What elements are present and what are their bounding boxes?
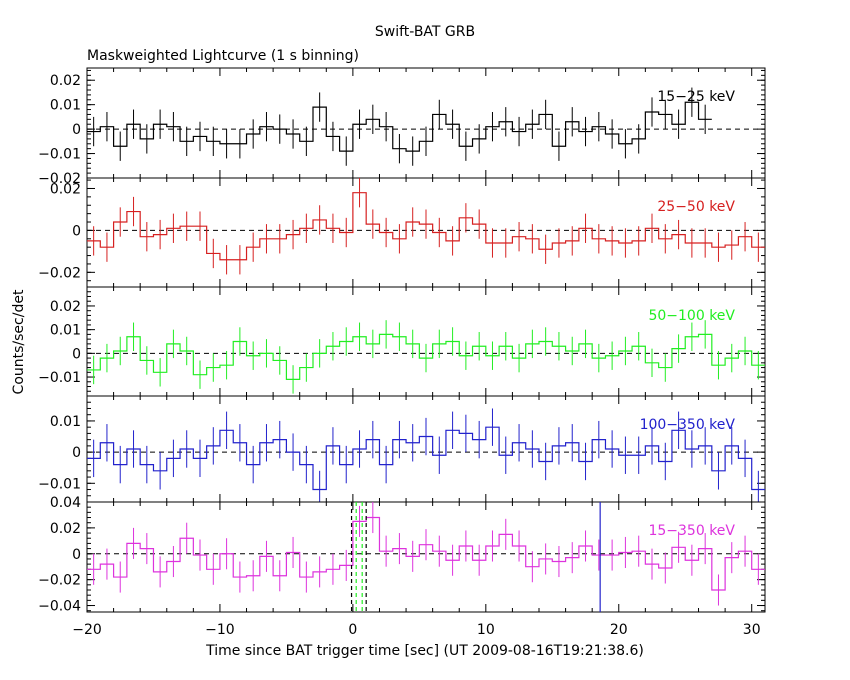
panel-50-100-kev: −0.01 0 0.01 0.02 50−100 keV [38, 286, 766, 397]
panel-15-25-kev: −0.02 −0.01 0 0.01 0.02 15−25 keV [38, 67, 766, 187]
y-tick-label: −0.02 [38, 171, 81, 187]
y-tick-label: 0 [72, 122, 81, 138]
y-tick-label: 0.02 [50, 299, 81, 315]
band-label: 100−350 keV [640, 417, 736, 433]
band-label: 15−25 keV [657, 89, 735, 105]
x-tick-label: −10 [205, 622, 235, 638]
y-tick-label: −0.01 [38, 476, 81, 492]
y-tick-label: 0 [72, 223, 81, 239]
series-group [87, 320, 765, 394]
series-group [87, 178, 765, 275]
panels-group: −0.02 −0.01 0 0.01 0.02 15−25 keV −0.02 0 0.02 25… [38, 67, 766, 638]
series-group [87, 408, 765, 502]
x-tick-label: 10 [477, 622, 495, 638]
series-group [87, 502, 765, 606]
panel-15-350-kev: −0.04 −0.02 0 0.02 0.04 15−350 keV −20 −10 0 10 20… [38, 495, 766, 638]
y-tick-label: −0.01 [38, 147, 81, 163]
series-line [87, 333, 765, 381]
y-tick-label: 0 [72, 346, 81, 362]
y-tick-label: 0 [72, 445, 81, 461]
band-label: 15−350 keV [648, 523, 735, 539]
chart-title: Swift-BAT GRB [375, 24, 475, 40]
series-group [87, 87, 712, 166]
x-tick-label: 20 [610, 622, 628, 638]
y-tick-label: 0 [72, 547, 81, 563]
panel-100-350-kev: −0.01 0 0.01 100−350 keV [38, 395, 766, 503]
panel-frame [86, 67, 766, 179]
y-tick-label: 0.02 [50, 73, 81, 89]
y-tick-label: 0.01 [50, 323, 81, 339]
y-tick-label: −0.02 [38, 265, 81, 281]
band-label: 50−100 keV [648, 308, 735, 324]
band-label: 25−50 keV [657, 199, 735, 215]
y-tick-label: 0.04 [50, 495, 81, 511]
x-tick-label: −20 [72, 622, 102, 638]
y-tick-label: 0.02 [50, 521, 81, 537]
y-axis-label: Counts/sec/det [11, 289, 27, 394]
x-tick-label: 0 [348, 622, 357, 638]
panel-frame [86, 501, 766, 613]
series-line [87, 192, 765, 261]
series-line [87, 426, 765, 491]
panel-frame [86, 286, 766, 397]
chart-subtitle: Maskweighted Lightcurve (1 s binning) [87, 48, 359, 64]
panel-25-50-kev: −0.02 0 0.02 25−50 keV [38, 177, 766, 288]
series-line [87, 516, 765, 591]
x-tick-label: 30 [743, 622, 761, 638]
y-tick-label: 0.02 [50, 181, 81, 197]
y-tick-label: −0.01 [38, 370, 81, 386]
y-tick-label: −0.04 [38, 599, 81, 615]
y-tick-label: −0.02 [38, 573, 81, 589]
y-tick-label: 0.01 [50, 98, 81, 114]
y-tick-label: 0.01 [50, 414, 81, 430]
x-axis-label: Time since BAT trigger time [sec] (UT 20… [205, 643, 644, 659]
series-line [87, 101, 712, 152]
